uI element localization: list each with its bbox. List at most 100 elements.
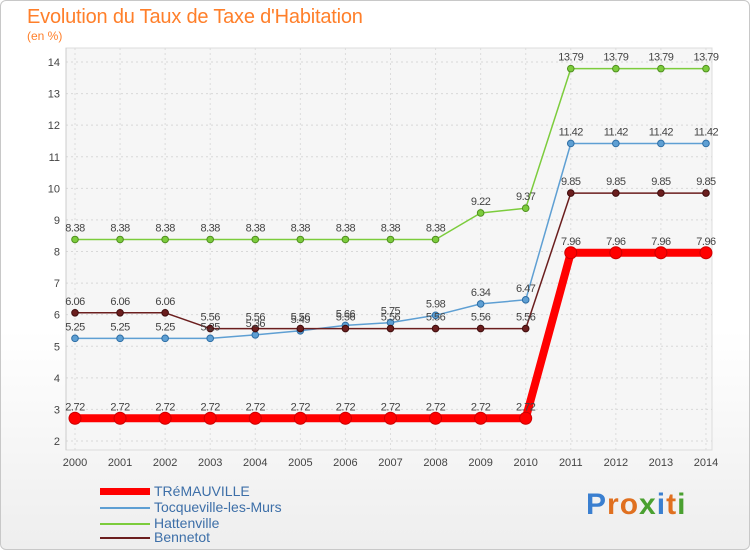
data-point [521,204,530,213]
data-point [386,324,395,333]
x-tick-label: 2013 [649,457,673,469]
y-tick-label: 2 [54,436,60,448]
y-tick-label: 11 [49,152,60,164]
x-tick-label: 2010 [513,457,537,469]
data-point [699,246,713,260]
data-label: 11.42 [559,126,584,138]
data-point [71,334,79,343]
legend-swatch-tremauville [100,488,150,495]
logo-letter: P [586,488,608,521]
data-label: 9.85 [651,176,671,188]
data-label: 7.96 [696,236,716,248]
data-point [158,411,172,425]
x-tick-label: 2006 [333,457,357,469]
legend-label-tocqueville: Tocqueville-les-Murs [154,499,282,515]
data-point [564,246,578,260]
data-point [476,300,485,308]
x-tick-label: 2008 [423,457,447,469]
y-tick-label: 12 [48,120,60,132]
data-label: 8.38 [291,222,311,234]
data-label: 2.72 [426,401,446,413]
proxiti-logo: Proxiti [586,488,686,522]
data-point [474,411,488,425]
unit-label: (en %) [27,29,63,43]
data-label: 11.42 [649,126,674,138]
data-label: 2.72 [471,401,491,413]
data-label: 13.79 [603,52,628,64]
legend-label-tremauville: TRéMAUVILLE [154,483,250,499]
data-point [431,235,440,244]
data-point [203,411,217,425]
data-point [341,235,350,244]
x-tick-label: 2001 [108,457,132,469]
data-label: 5.25 [110,321,130,333]
data-point [702,189,710,197]
data-point [341,324,350,333]
y-tick-label: 9 [54,215,60,227]
data-label: 5.66 [336,308,356,320]
x-tick-label: 2009 [468,457,492,469]
logo-letter: i [656,488,667,521]
data-point [71,235,79,244]
x-tick-label: 2003 [198,457,222,469]
x-tick-label: 2005 [288,457,312,469]
y-tick-label: 13 [48,89,60,101]
data-label: 8.38 [336,222,356,234]
data-label: 9.85 [561,176,581,188]
data-label: 8.38 [110,222,130,234]
data-label: 8.38 [65,222,85,234]
data-point [71,308,79,317]
data-point [296,324,305,333]
data-label: 5.75 [381,306,401,318]
data-label: 2.72 [200,401,220,413]
data-label: 6.06 [110,296,130,308]
y-tick-label: 10 [48,183,60,195]
data-point [206,235,215,244]
data-label: 5.56 [336,312,356,324]
x-tick-label: 2014 [694,457,718,469]
logo-letter: x [639,488,657,521]
logo-letter: t [666,488,678,521]
data-point [657,139,665,148]
data-point [657,189,665,197]
data-point [612,139,620,148]
data-point [251,235,260,244]
y-tick-label: 5 [54,341,60,353]
y-tick-label: 8 [54,247,60,259]
data-label: 5.56 [381,312,401,324]
data-label: 2.72 [65,401,85,413]
legend-swatch-tocqueville [100,507,150,509]
data-label: 8.38 [426,222,446,234]
data-point [702,64,710,73]
data-label: 5.56 [471,312,491,324]
data-label: 5.56 [426,312,446,324]
data-point [519,411,533,425]
data-point [296,235,305,244]
x-tick-label: 2007 [378,457,402,469]
data-label: 5.98 [426,298,446,310]
legend-label-hattenville: Hattenville [154,515,220,531]
data-point [68,411,82,425]
data-label: 5.49 [291,314,311,326]
data-label: 2.72 [336,401,356,413]
data-point [609,246,623,260]
data-point [566,64,575,73]
data-point [161,235,169,244]
data-label: 2.72 [246,401,266,413]
legend-swatch-bennetot [100,537,150,539]
data-label: 6.06 [65,296,85,308]
data-label: 9.85 [606,176,626,188]
y-tick-label: 4 [54,373,60,385]
data-point [248,411,262,425]
data-point [161,334,169,343]
data-label: 6.34 [471,287,491,299]
data-point [566,189,575,197]
legend-swatch-hattenville [100,523,150,525]
legend-label-bennetot: Bennetot [154,529,211,545]
data-point [612,189,620,197]
data-point [612,64,620,73]
x-tick-label: 2012 [604,457,628,469]
y-tick-label: 6 [54,310,60,322]
data-label: 5.56 [291,312,311,324]
